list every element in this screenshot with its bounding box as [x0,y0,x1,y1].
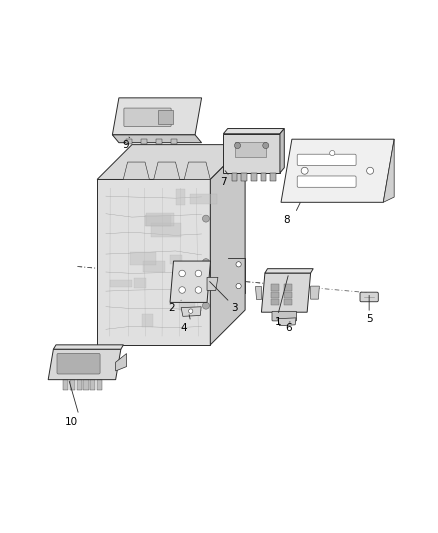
Bar [146,213,174,226]
Text: 10: 10 [64,417,78,426]
Polygon shape [184,162,210,180]
Polygon shape [154,162,180,180]
Text: 8: 8 [283,215,290,225]
FancyBboxPatch shape [360,292,378,302]
Bar [235,142,266,157]
Polygon shape [170,261,211,302]
Bar [126,139,132,144]
Polygon shape [278,318,296,326]
Circle shape [202,302,209,309]
Bar [77,380,82,390]
FancyBboxPatch shape [297,176,356,187]
Polygon shape [265,269,313,273]
Polygon shape [311,286,319,299]
Bar [130,252,156,265]
Bar [63,380,68,390]
Bar [110,280,132,287]
Bar [251,173,257,181]
Bar [145,215,171,226]
Bar [271,292,279,298]
FancyBboxPatch shape [124,108,171,126]
Circle shape [263,142,269,149]
Polygon shape [181,307,201,316]
Circle shape [234,142,240,149]
FancyBboxPatch shape [272,311,297,321]
Polygon shape [97,180,210,345]
Circle shape [367,167,374,174]
Bar [158,110,173,124]
Text: 6: 6 [285,323,292,333]
Text: 3: 3 [231,303,237,313]
Bar [179,300,194,310]
Polygon shape [261,273,311,312]
Bar [97,380,102,390]
Bar [190,193,217,204]
Polygon shape [210,144,245,345]
Polygon shape [383,139,394,203]
Bar [134,278,146,288]
Bar [232,173,237,181]
Circle shape [330,150,335,156]
Polygon shape [116,353,127,371]
Text: 1: 1 [275,317,281,327]
Polygon shape [113,98,201,135]
Polygon shape [48,349,121,379]
Bar [283,292,292,298]
Bar [270,173,276,181]
Bar [283,298,292,305]
Polygon shape [223,128,284,134]
Bar [271,298,279,305]
Circle shape [179,287,185,293]
Polygon shape [281,139,394,203]
Bar [283,285,292,291]
Text: 2: 2 [168,303,174,313]
Bar [176,189,185,205]
Bar [170,139,177,144]
Circle shape [195,287,201,293]
Text: 9: 9 [122,140,129,150]
Polygon shape [280,128,284,173]
FancyBboxPatch shape [297,154,356,166]
Circle shape [301,167,308,174]
Circle shape [236,262,241,267]
Circle shape [179,270,185,277]
Circle shape [195,270,201,277]
Polygon shape [255,286,261,299]
Bar [141,139,147,144]
Bar [170,255,182,264]
Circle shape [202,259,209,265]
Text: 7: 7 [220,177,226,187]
Polygon shape [53,345,124,349]
Bar [142,313,153,327]
Circle shape [202,215,209,222]
Bar [241,173,247,181]
Bar [143,261,165,272]
Bar [70,380,75,390]
Polygon shape [207,277,218,290]
Polygon shape [123,162,149,180]
Bar [83,380,88,390]
Bar [261,173,266,181]
Circle shape [188,309,193,313]
Bar [152,223,181,237]
Polygon shape [113,135,201,143]
Bar [155,139,162,144]
Circle shape [236,284,241,289]
Text: 5: 5 [366,314,372,325]
FancyBboxPatch shape [57,353,100,374]
Polygon shape [223,134,280,173]
Polygon shape [97,144,245,180]
Bar [271,285,279,291]
Text: 4: 4 [181,323,187,333]
Bar [90,380,95,390]
